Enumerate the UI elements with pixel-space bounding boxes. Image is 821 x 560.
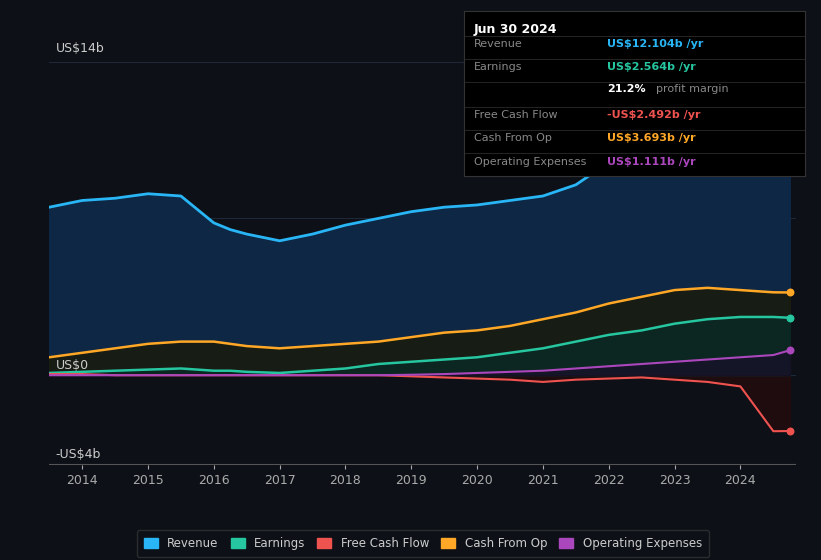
Text: US$2.564b /yr: US$2.564b /yr <box>607 62 695 72</box>
Text: 21.2%: 21.2% <box>607 84 645 94</box>
Point <box>783 427 796 436</box>
Text: US$12.104b /yr: US$12.104b /yr <box>607 39 704 49</box>
Legend: Revenue, Earnings, Free Cash Flow, Cash From Op, Operating Expenses: Revenue, Earnings, Free Cash Flow, Cash … <box>136 530 709 557</box>
Point <box>783 288 796 297</box>
Point <box>783 100 796 109</box>
Text: US$14b: US$14b <box>56 42 104 55</box>
Text: -US$2.492b /yr: -US$2.492b /yr <box>607 110 700 120</box>
Text: Cash From Op: Cash From Op <box>474 133 552 143</box>
Text: US$0: US$0 <box>56 359 89 372</box>
Text: Earnings: Earnings <box>474 62 523 72</box>
Text: US$1.111b /yr: US$1.111b /yr <box>607 157 695 166</box>
Text: -US$4b: -US$4b <box>56 449 101 461</box>
Text: profit margin: profit margin <box>656 84 729 94</box>
Point <box>783 346 796 355</box>
Text: Operating Expenses: Operating Expenses <box>474 157 586 166</box>
Text: Free Cash Flow: Free Cash Flow <box>474 110 557 120</box>
Text: US$3.693b /yr: US$3.693b /yr <box>607 133 695 143</box>
Point <box>783 313 796 322</box>
Text: Jun 30 2024: Jun 30 2024 <box>474 23 557 36</box>
Text: Revenue: Revenue <box>474 39 523 49</box>
